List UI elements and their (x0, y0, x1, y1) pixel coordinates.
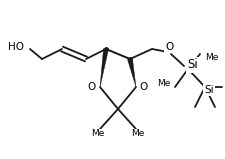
Text: O: O (165, 42, 173, 52)
Polygon shape (100, 49, 108, 87)
Text: Me: Me (205, 52, 218, 62)
Text: Me: Me (91, 129, 105, 138)
Text: Si: Si (204, 85, 214, 95)
Polygon shape (128, 59, 136, 87)
Text: Me: Me (157, 80, 170, 89)
Text: O: O (140, 82, 148, 92)
Text: Me: Me (131, 129, 145, 138)
Text: HO: HO (8, 42, 24, 52)
Text: Si: Si (188, 59, 198, 72)
Text: O: O (88, 82, 96, 92)
